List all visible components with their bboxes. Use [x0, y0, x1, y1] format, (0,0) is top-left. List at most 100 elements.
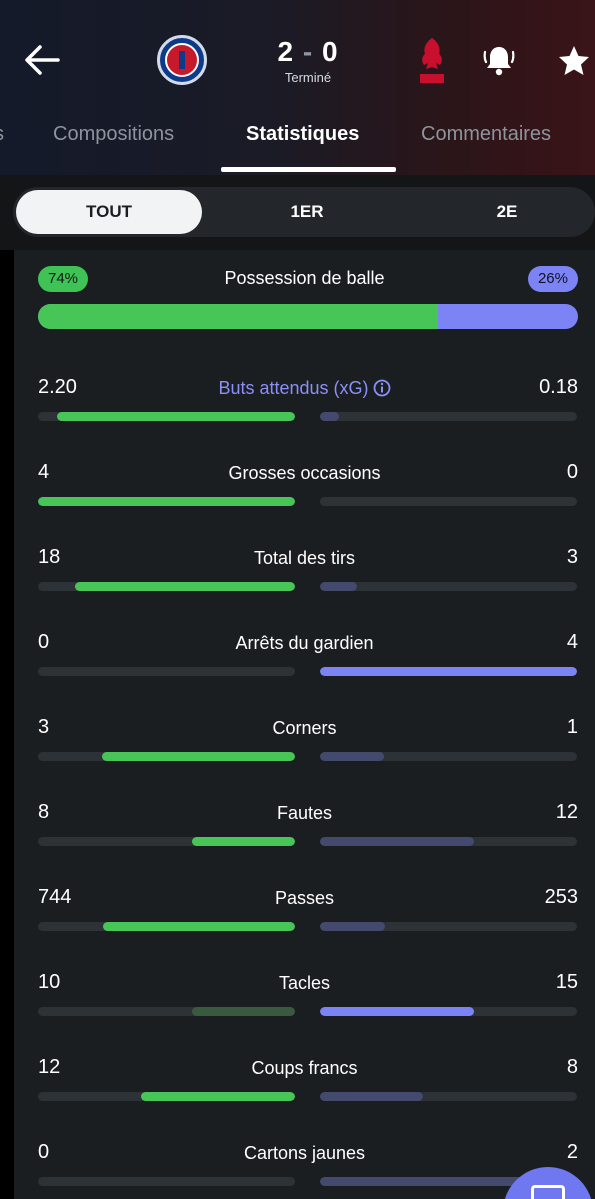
stat-row: 3 Corners 1 [14, 716, 595, 801]
stat-row: 8 Fautes 12 [14, 801, 595, 886]
home-stat-bar [192, 837, 295, 846]
away-team-logo[interactable] [414, 34, 450, 88]
possession-label: Possession de balle [224, 268, 385, 288]
away-stat-track [320, 922, 577, 931]
away-stat-value: 2 [566, 1141, 578, 1163]
home-stat-track [38, 497, 295, 506]
score-separator: - [302, 36, 314, 67]
home-stat-track [38, 582, 295, 591]
away-stat-bar [320, 922, 385, 931]
favorite-button[interactable] [557, 44, 591, 78]
stat-label-text: Buts attendus (xG) [218, 378, 369, 398]
tab-statistiques[interactable]: Statistiques [246, 123, 360, 145]
psg-crest-icon [165, 43, 199, 77]
stat-row: 2.20 Buts attendus (xG) 0.18 [14, 376, 595, 461]
away-stat-bar [320, 412, 339, 421]
stat-label-text: Cartons jaunes [243, 1143, 366, 1163]
notifications-button[interactable] [482, 42, 516, 78]
home-stat-bar [141, 1092, 295, 1101]
bell-icon [483, 47, 515, 76]
home-score: 2 [277, 36, 295, 67]
match-status: Terminé [284, 70, 332, 85]
stat-label-text: Passes [274, 888, 335, 908]
home-stat-bar [57, 412, 295, 421]
home-stat-value: 12 [38, 1056, 61, 1078]
back-button[interactable] [22, 42, 62, 78]
home-stat-value: 3 [38, 716, 50, 738]
period-tout[interactable]: TOUT [16, 190, 202, 234]
away-stat-bar [320, 667, 577, 676]
score: 2 - 0 [255, 36, 361, 68]
home-stat-track [38, 1007, 295, 1016]
stat-label-text: Arrêts du gardien [235, 633, 374, 653]
stat-row: 0 Arrêts du gardien 4 [14, 631, 595, 716]
away-stat-track [320, 1007, 577, 1016]
period-segmented-control: TOUT 1ER 2E [13, 187, 595, 237]
away-stat-value: 8 [566, 1056, 578, 1078]
away-stat-track [320, 837, 577, 846]
away-stat-track [320, 497, 577, 506]
home-stat-track [38, 837, 295, 846]
home-stat-bar [102, 752, 295, 761]
away-possession-badge: 26% [527, 266, 578, 292]
tab-commentaires[interactable]: Commentaires [421, 123, 552, 145]
home-stat-value: 8 [38, 801, 50, 823]
stat-row: 18 Total des tirs 3 [14, 546, 595, 631]
away-stat-value: 0 [566, 461, 578, 483]
away-stat-bar [320, 752, 384, 761]
stat-label[interactable]: Buts attendus (xG) [14, 378, 595, 399]
stats-list: 74% Possession de balle 26% 2.20 Buts att… [14, 250, 595, 1199]
stat-label: Passes [14, 888, 595, 909]
away-stat-value: 3 [566, 546, 578, 568]
chat-icon [531, 1185, 565, 1199]
away-stat-bar [320, 1177, 577, 1186]
period-2e[interactable]: 2E [496, 202, 518, 221]
stat-label-text: Grosses occasions [228, 463, 381, 483]
period-1er[interactable]: 1ER [290, 202, 324, 221]
away-stat-track [320, 412, 577, 421]
home-stat-value: 2.20 [38, 376, 77, 398]
star-icon [559, 46, 589, 75]
home-stat-track [38, 412, 295, 421]
stat-row: 12 Coups francs 8 [14, 1056, 595, 1141]
away-stat-track [320, 1092, 577, 1101]
away-stat-track [320, 667, 577, 676]
tab-compositions[interactable]: Compositions [53, 123, 175, 145]
home-stat-track [38, 922, 295, 931]
stat-label: Cartons jaunes [14, 1143, 595, 1164]
home-stat-track [38, 667, 295, 676]
away-stat-value: 1 [566, 716, 578, 738]
away-stat-track [320, 582, 577, 591]
home-stat-bar [75, 582, 295, 591]
away-stat-bar [320, 582, 357, 591]
left-edge [0, 250, 14, 1199]
active-tab-indicator [221, 167, 396, 172]
period-filter-bar: TOUT 1ER 2E [0, 175, 595, 250]
stat-label: Grosses occasions [14, 463, 595, 484]
info-icon[interactable] [373, 379, 391, 397]
home-team-logo[interactable] [157, 35, 207, 85]
liverpool-crest-icon [420, 38, 444, 83]
home-stat-bar [192, 1007, 295, 1016]
away-stat-value: 4 [566, 631, 578, 653]
stat-label-text: Tacles [278, 973, 331, 993]
home-stat-bar [103, 922, 295, 931]
home-stat-value: 744 [38, 886, 72, 908]
home-stat-value: 18 [38, 546, 61, 568]
home-possession-fill [38, 304, 438, 329]
home-stat-track [38, 752, 295, 761]
away-stat-bar [320, 837, 474, 846]
home-stat-value: 0 [38, 1141, 50, 1163]
back-arrow-icon [25, 45, 60, 75]
home-stat-value: 4 [38, 461, 50, 483]
stat-row: 0 Cartons jaunes 2 [14, 1141, 595, 1199]
away-stat-value: 15 [555, 971, 578, 993]
match-header: 2 - 0 Terminé s Compositions [0, 0, 595, 175]
tab-overflow-edge: s [0, 123, 4, 146]
away-stat-bar [320, 1092, 423, 1101]
stat-label: Total des tirs [14, 548, 595, 569]
home-stat-value: 10 [38, 971, 61, 993]
stat-label: Coups francs [14, 1058, 595, 1079]
stat-label-text: Corners [272, 718, 337, 738]
